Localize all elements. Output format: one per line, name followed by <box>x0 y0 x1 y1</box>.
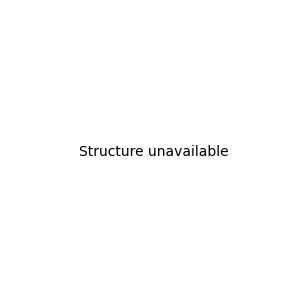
Text: Structure unavailable: Structure unavailable <box>79 145 229 158</box>
